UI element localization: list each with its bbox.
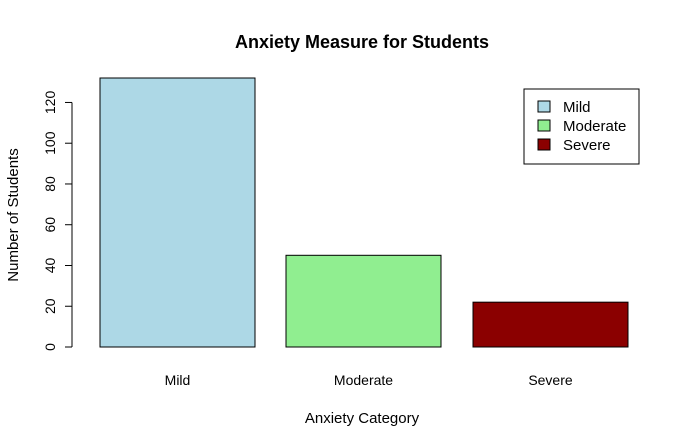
y-axis: 0 20 40 60 80 100 120 [42,91,73,351]
bar-severe [472,301,629,348]
x-tick-label-moderate: Moderate [334,372,393,388]
y-tick-label: 120 [42,91,58,115]
y-tick-label: 100 [42,131,58,155]
y-axis-label: Number of Students [5,148,22,281]
bars-group [99,77,629,348]
x-tick-label-mild: Mild [165,372,191,388]
x-axis-label: Anxiety Category [305,410,420,427]
legend-swatch-moderate [537,119,551,132]
legend-swatch-severe [537,138,551,151]
legend-label-mild: Mild [563,99,591,116]
y-tick-label: 40 [42,257,58,273]
legend-swatch-mild [537,100,551,113]
bar-mild [99,77,256,348]
x-tick-label-severe: Severe [528,372,573,388]
legend-label-severe: Severe [563,137,611,154]
y-tick-label: 20 [42,298,58,314]
y-tick-label: 0 [42,343,58,351]
y-tick-label: 80 [42,176,58,192]
chart-title: Anxiety Measure for Students [235,32,489,52]
legend: Mild Moderate Severe [523,88,640,165]
y-tick-label: 60 [42,217,58,233]
x-axis-labels: Mild Moderate Severe [165,372,573,388]
legend-label-moderate: Moderate [563,118,626,135]
bar-moderate [285,254,442,348]
